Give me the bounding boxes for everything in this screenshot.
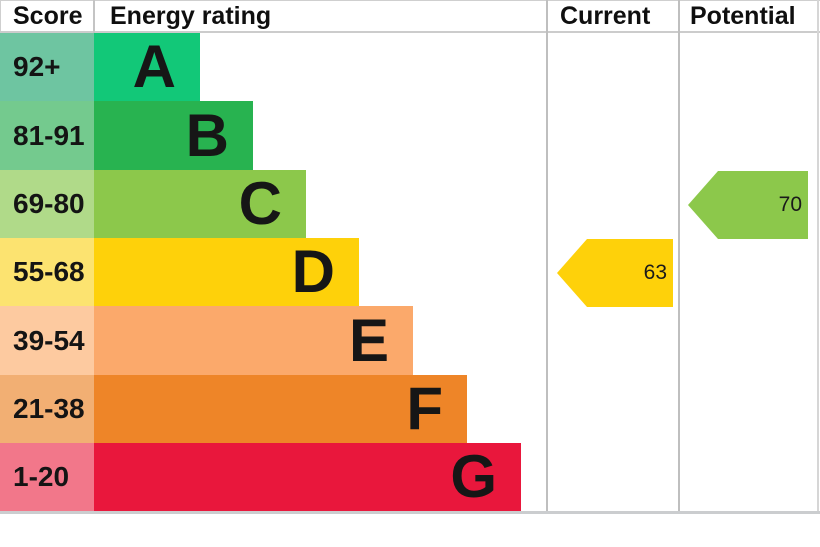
band-bar-a: A bbox=[94, 33, 200, 101]
band-letter-e: E bbox=[348, 306, 389, 374]
band-row-g: 1-20 G bbox=[0, 443, 820, 511]
band-bar-b: B bbox=[94, 101, 253, 170]
score-range-g: 1-20 bbox=[0, 443, 94, 511]
band-letter-c: C bbox=[238, 170, 282, 237]
table-right-border bbox=[817, 0, 819, 511]
score-range-f: 21-38 bbox=[0, 375, 94, 443]
score-range-a: 92+ bbox=[0, 33, 94, 101]
score-range-e: 39-54 bbox=[0, 306, 94, 375]
energy-rating-column-header: Energy rating bbox=[110, 2, 272, 30]
potential-column-divider bbox=[678, 0, 680, 511]
current-column-divider bbox=[546, 0, 548, 511]
band-bar-e: E bbox=[94, 306, 413, 375]
band-bar-c: C bbox=[94, 170, 306, 238]
potential-rating-value: 70 bbox=[778, 193, 802, 216]
band-bar-d: D bbox=[94, 238, 359, 306]
band-letter-a: A bbox=[132, 33, 176, 100]
band-bar-f: F bbox=[94, 375, 467, 443]
band-row-b: 81-91 B bbox=[0, 101, 820, 170]
band-letter-b: B bbox=[185, 101, 229, 169]
table-top-border bbox=[0, 0, 820, 1]
table-left-border bbox=[0, 0, 1, 33]
band-letter-f: F bbox=[406, 375, 443, 442]
score-range-b: 81-91 bbox=[0, 101, 94, 170]
band-bar-g: G bbox=[94, 443, 521, 511]
score-column-divider bbox=[93, 0, 95, 33]
header-bottom-border bbox=[0, 31, 820, 33]
current-column-header: Current bbox=[560, 2, 651, 30]
band-row-f: 21-38 F bbox=[0, 375, 820, 443]
band-row-e: 39-54 E bbox=[0, 306, 820, 375]
table-bottom-border bbox=[0, 511, 820, 514]
band-row-a: 92+ A bbox=[0, 33, 820, 101]
potential-column-header: Potential bbox=[690, 2, 796, 30]
score-range-c: 69-80 bbox=[0, 170, 94, 238]
band-row-c: 69-80 C bbox=[0, 170, 820, 238]
score-column-header: Score bbox=[13, 2, 83, 30]
band-letter-d: D bbox=[291, 238, 335, 305]
score-range-d: 55-68 bbox=[0, 238, 94, 306]
current-rating-value: 63 bbox=[643, 261, 667, 284]
band-letter-g: G bbox=[450, 443, 497, 510]
band-row-d: 55-68 D bbox=[0, 238, 820, 306]
